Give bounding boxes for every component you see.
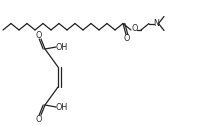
Text: O: O bbox=[131, 24, 138, 33]
Text: O: O bbox=[36, 114, 42, 124]
Text: OH: OH bbox=[55, 42, 68, 51]
Text: N: N bbox=[154, 19, 159, 28]
Text: OH: OH bbox=[55, 102, 68, 112]
Text: O: O bbox=[124, 34, 130, 43]
Text: O: O bbox=[36, 30, 42, 40]
